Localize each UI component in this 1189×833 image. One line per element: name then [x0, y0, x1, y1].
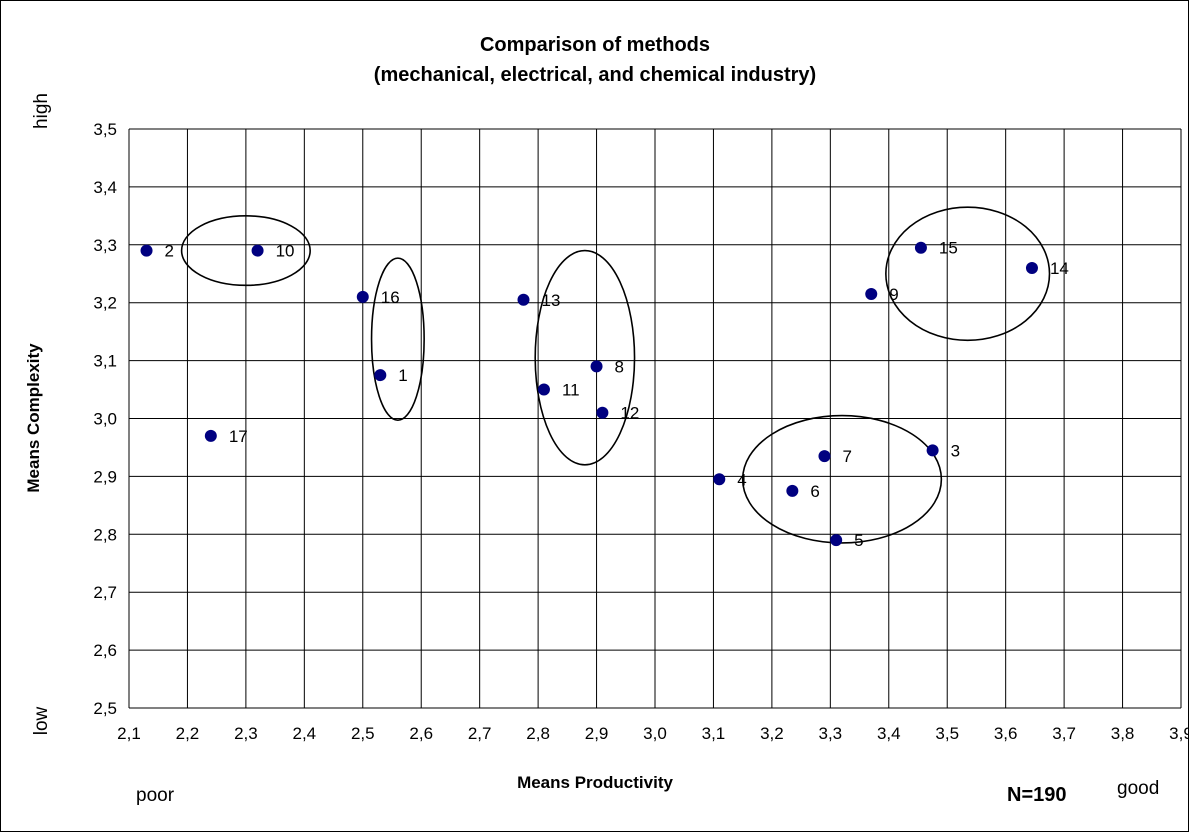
data-point-label: 11 — [562, 381, 580, 400]
data-point-14 — [1025, 261, 1038, 274]
cluster-ellipse — [534, 249, 636, 466]
data-point-label: 12 — [620, 404, 639, 423]
data-point-label: 7 — [842, 447, 851, 466]
data-point-7 — [818, 450, 831, 463]
y-tick-label: 3,4 — [93, 178, 117, 197]
x-poor-label: poor — [136, 785, 175, 806]
x-tick-label: 2,2 — [176, 724, 200, 743]
data-point-label: 15 — [939, 239, 958, 258]
data-point-16 — [356, 290, 369, 303]
data-point-8 — [590, 360, 603, 373]
data-point-1 — [374, 369, 387, 382]
data-point-label: 2 — [165, 242, 174, 261]
chart-title-line-2: (mechanical, electrical, and chemical in… — [374, 64, 816, 86]
x-tick-label: 3,9 — [1169, 724, 1189, 743]
data-point-label: 13 — [542, 291, 561, 310]
x-tick-label: 2,4 — [293, 724, 317, 743]
data-point-3 — [926, 444, 939, 457]
x-tick-label: 3,5 — [935, 724, 959, 743]
data-point-label: 3 — [951, 441, 960, 460]
x-tick-label: 3,4 — [877, 724, 901, 743]
data-point-label: 16 — [381, 288, 400, 307]
data-point-11 — [537, 383, 550, 396]
cluster-ellipses — [180, 206, 1051, 544]
x-tick-label: 3,1 — [702, 724, 726, 743]
cluster-ellipse — [370, 257, 425, 422]
x-tick-label: 3,3 — [819, 724, 843, 743]
y-tick-label: 3,2 — [93, 294, 117, 313]
y-tick-label: 3,0 — [93, 410, 117, 429]
data-point-label: 6 — [810, 482, 819, 501]
x-tick-label: 2,1 — [117, 724, 141, 743]
x-axis-label: Means Productivity — [517, 773, 673, 792]
x-tick-label: 3,0 — [643, 724, 667, 743]
chart-title-line-1: Comparison of methods — [480, 34, 710, 56]
data-point-4 — [713, 473, 726, 486]
tick-labels: 2,1 2,2 2,3 2,4 2,5 2,6 2,7 2,8 2,9 3,0 3,1 3,2 3,3 3… — [93, 120, 1189, 743]
data-point-17 — [204, 429, 217, 442]
cluster-ellipse — [885, 206, 1051, 342]
data-point-5 — [830, 534, 843, 547]
y-low-label: low — [31, 706, 52, 735]
x-tick-label: 2,6 — [409, 724, 433, 743]
y-high-label: high — [31, 93, 52, 129]
grid — [128, 128, 1182, 709]
y-tick-label: 2,7 — [93, 583, 117, 602]
data-point-12 — [596, 406, 609, 419]
cluster-ellipse — [741, 414, 943, 544]
data-point-label: 8 — [615, 357, 624, 376]
y-tick-label: 2,8 — [93, 525, 117, 544]
y-tick-label: 3,3 — [93, 236, 117, 255]
data-point-9 — [865, 288, 878, 301]
cluster-ellipse — [180, 215, 311, 287]
x-tick-label: 2,9 — [585, 724, 609, 743]
data-point-label: 14 — [1050, 259, 1069, 278]
data-point-label: 9 — [889, 285, 898, 304]
x-tick-label: 3,7 — [1052, 724, 1076, 743]
y-tick-label: 2,9 — [93, 467, 117, 486]
data-point-2 — [140, 244, 153, 257]
sample-size-label: N=190 — [1007, 784, 1067, 806]
y-axis-label: Means Complexity — [24, 343, 43, 493]
data-point-15 — [914, 241, 927, 254]
y-tick-label: 3,5 — [93, 120, 117, 139]
data-point-label: 17 — [229, 427, 248, 446]
data-point-label: 1 — [398, 366, 407, 385]
x-tick-label: 3,8 — [1111, 724, 1135, 743]
x-tick-label: 3,2 — [760, 724, 784, 743]
data-point-10 — [251, 244, 264, 257]
data-point-label: 5 — [854, 531, 863, 550]
x-good-label: good — [1117, 778, 1159, 799]
x-tick-label: 2,7 — [468, 724, 492, 743]
data-point-label: 4 — [737, 470, 746, 489]
data-point-label: 10 — [276, 242, 295, 261]
y-tick-label: 3,1 — [93, 352, 117, 371]
x-tick-label: 2,3 — [234, 724, 258, 743]
data-point-13 — [517, 293, 530, 306]
x-tick-label: 3,6 — [994, 724, 1018, 743]
y-tick-label: 2,6 — [93, 641, 117, 660]
y-tick-label: 2,5 — [93, 699, 117, 718]
x-tick-label: 2,5 — [351, 724, 375, 743]
x-tick-label: 2,8 — [526, 724, 550, 743]
data-point-6 — [786, 484, 799, 497]
